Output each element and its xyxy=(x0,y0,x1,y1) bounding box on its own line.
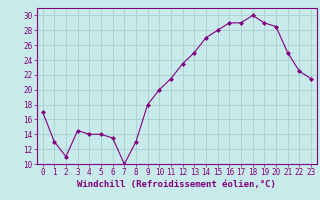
X-axis label: Windchill (Refroidissement éolien,°C): Windchill (Refroidissement éolien,°C) xyxy=(77,180,276,189)
